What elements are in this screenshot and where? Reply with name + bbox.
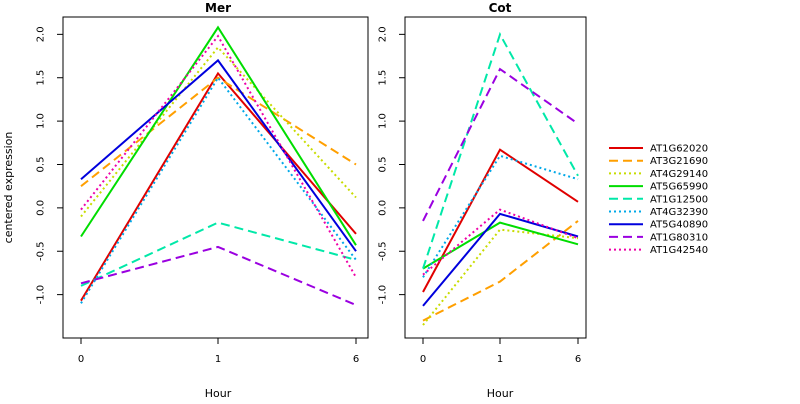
legend-label-at1g12500: AT1G12500	[650, 194, 708, 205]
panel-1-ytick-label-5: 1.5	[36, 70, 47, 86]
panel-1-series-at5g65990	[80, 25, 357, 246]
legend-label-at1g62020: AT1G62020	[650, 144, 708, 155]
legend-label-at1g42540: AT1G42540	[650, 245, 708, 256]
panel-1-xlabel: Hour	[205, 387, 232, 400]
panel-2-series-at5g65990	[422, 221, 579, 270]
panel-2-xlabel: Hour	[487, 387, 514, 400]
panel-2-series-at5g40890	[422, 212, 579, 307]
panel-2-ytick-label-4: 1.0	[378, 113, 389, 129]
panel-2-series-at1g12500	[422, 31, 579, 269]
panel-1-ytick-label-6: 2.0	[36, 26, 47, 42]
panel-1-series-at1g12500	[80, 221, 357, 287]
legend-label-at5g40890: AT5G40890	[650, 220, 708, 231]
panel-2-xtick-label-0: 0	[420, 354, 426, 365]
panel-1-frame	[62, 16, 369, 339]
panel-1-series-at5g40890	[80, 58, 357, 252]
panel-2-title: Cot	[489, 1, 512, 15]
legend-label-at3g21690: AT3G21690	[650, 156, 708, 167]
panel-2-xtick-label-1: 1	[497, 354, 503, 365]
panel-2-series-at4g32390	[422, 154, 579, 278]
legend-label-at1g80310: AT1G80310	[650, 232, 708, 243]
panel-2-xtick-label-2: 6	[575, 354, 581, 365]
panel-2-series-at1g62020	[422, 148, 579, 293]
panel-2-ytick-label-2: 0.0	[378, 200, 389, 216]
panel-1-xtick-label-1: 1	[215, 354, 221, 365]
panel-2-series-at1g42540	[422, 208, 579, 276]
panel-2-ytick-label-5: 1.5	[378, 70, 389, 86]
panel-2-ytick-label-6: 2.0	[378, 26, 389, 42]
panel-1-ytick-label-3: 0.5	[36, 157, 47, 173]
legend-label-at4g32390: AT4G32390	[650, 207, 708, 218]
panel-1-ytick-label-4: 1.0	[36, 113, 47, 129]
panel-1-xtick-label-0: 0	[78, 354, 84, 365]
panel-2-ytick-label-3: 0.5	[378, 157, 389, 173]
panel-1-series-at1g80310	[80, 245, 357, 306]
panel-2-series-at3g21690	[422, 220, 579, 322]
panel-1-xtick-label-2: 6	[353, 354, 359, 365]
panel-1-series-at1g42540	[80, 34, 357, 278]
panel-1-series-at3g21690	[80, 76, 357, 187]
panel-1-title: Mer	[205, 1, 231, 15]
legend-label-at4g29140: AT4G29140	[650, 169, 708, 180]
panel-2-ytick-label-0: -1.0	[378, 285, 389, 305]
panel-1-ytick-label-0: -1.0	[36, 285, 47, 305]
panel-1-ytick-label-1: -0.5	[36, 241, 47, 261]
panel-2-ytick-label-1: -0.5	[378, 241, 389, 261]
panel-1-ytick-label-2: 0.0	[36, 200, 47, 216]
legend-label-at5g65990: AT5G65990	[650, 182, 708, 193]
panel-1-series-at1g62020	[80, 71, 357, 302]
panel-2-series-at1g80310	[422, 67, 579, 222]
panel-2-frame	[404, 16, 587, 339]
panel-2-series-at4g29140	[422, 228, 579, 326]
panel-1-ylabel: centered expression	[2, 132, 15, 244]
panel-1-series-at4g32390	[80, 75, 357, 304]
